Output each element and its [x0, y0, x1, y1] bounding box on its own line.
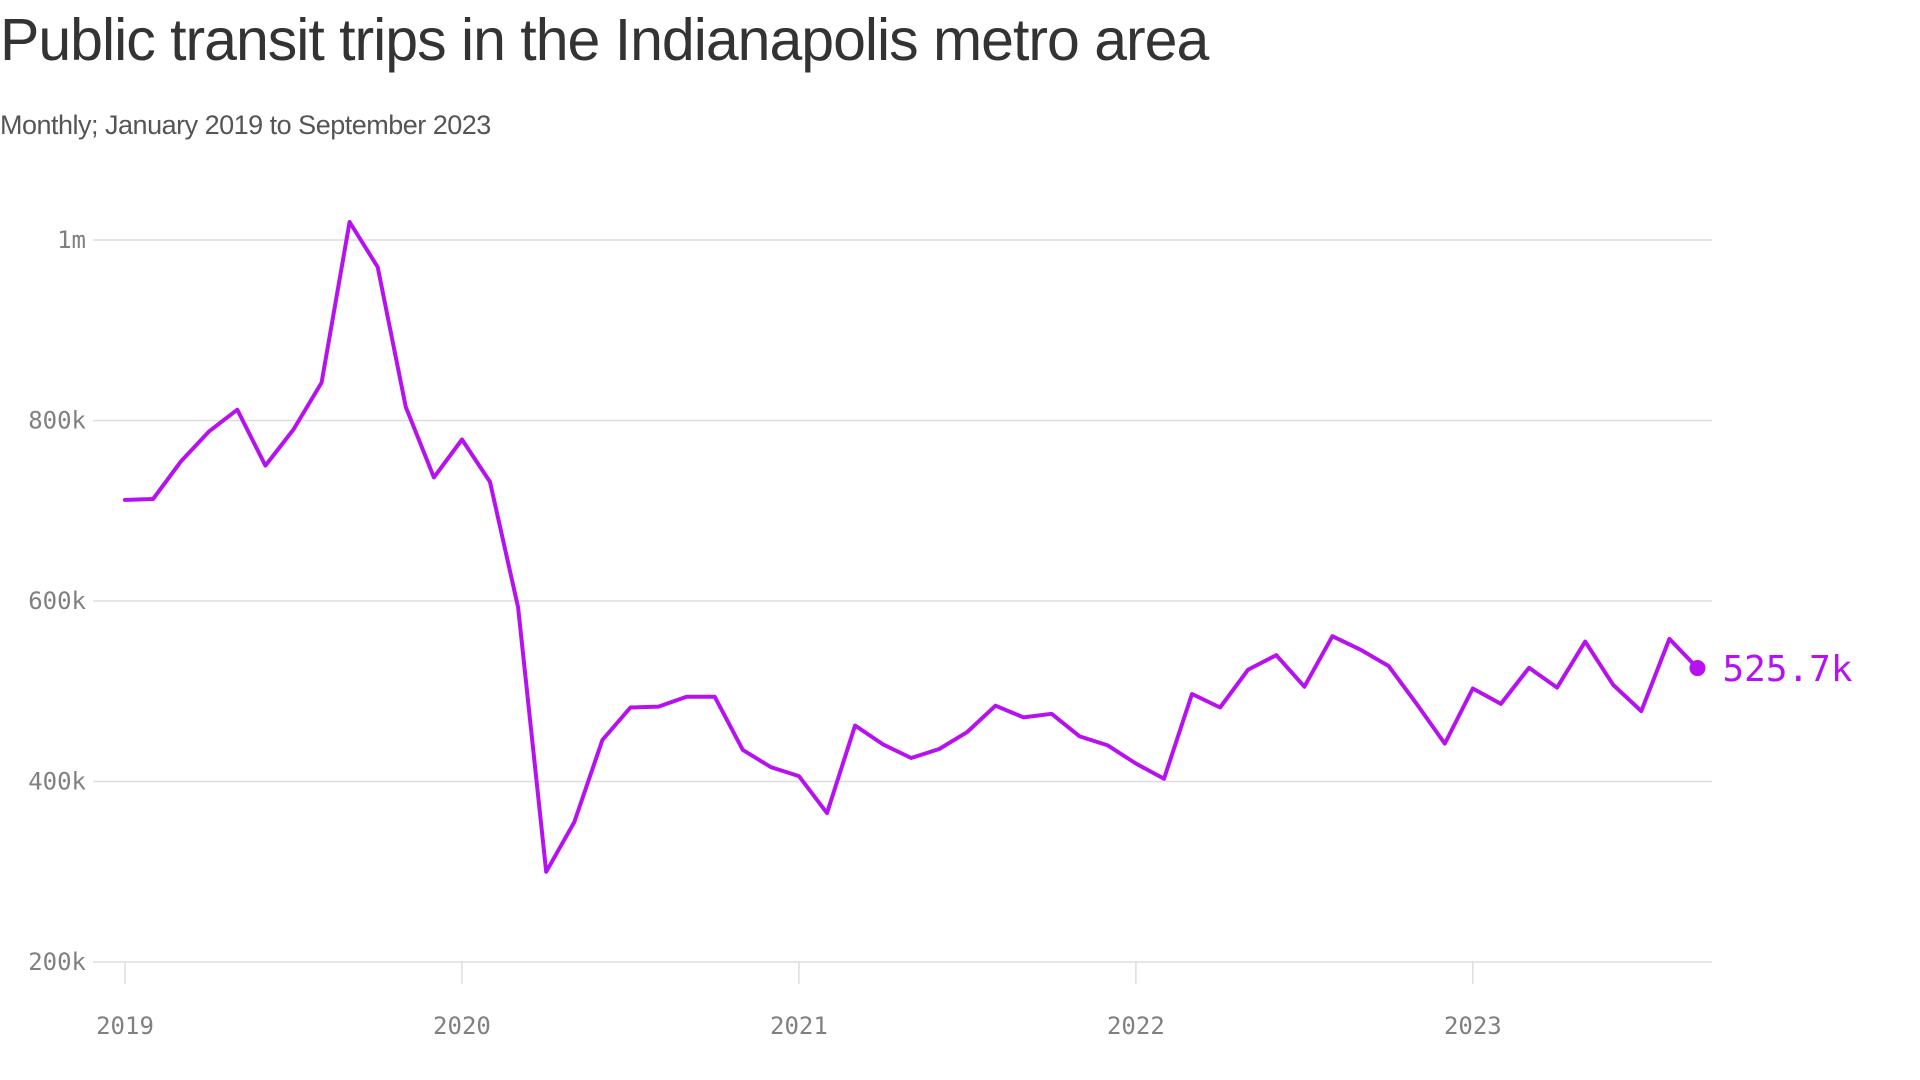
end-point-marker [1689, 660, 1706, 677]
x-tick-label: 2022 [1107, 1012, 1165, 1040]
y-tick-label: 600k [28, 587, 86, 615]
y-axis: 200k 400k 600k 800k 1m [28, 226, 86, 976]
y-tick-label: 1m [57, 226, 86, 254]
x-tick-label: 2021 [770, 1012, 828, 1040]
series-line [123, 220, 1700, 874]
chart-subtitle: Monthly; January 2019 to September 2023 [0, 110, 491, 140]
gridlines [93, 239, 1712, 963]
x-tick-label: 2023 [1444, 1012, 1502, 1040]
series-layer: 525.7k [123, 220, 1853, 874]
x-tick-label: 2020 [433, 1012, 491, 1040]
x-axis: 2019 2020 2021 2022 2023 [96, 962, 1502, 1040]
y-tick-label: 800k [28, 407, 86, 435]
x-tick-label: 2019 [96, 1012, 154, 1040]
end-value-label: 525.7k [1722, 649, 1852, 690]
chart-title: Public transit trips in the Indianapolis… [0, 7, 1209, 73]
y-tick-label: 200k [28, 948, 86, 976]
y-tick-label: 400k [28, 768, 86, 796]
